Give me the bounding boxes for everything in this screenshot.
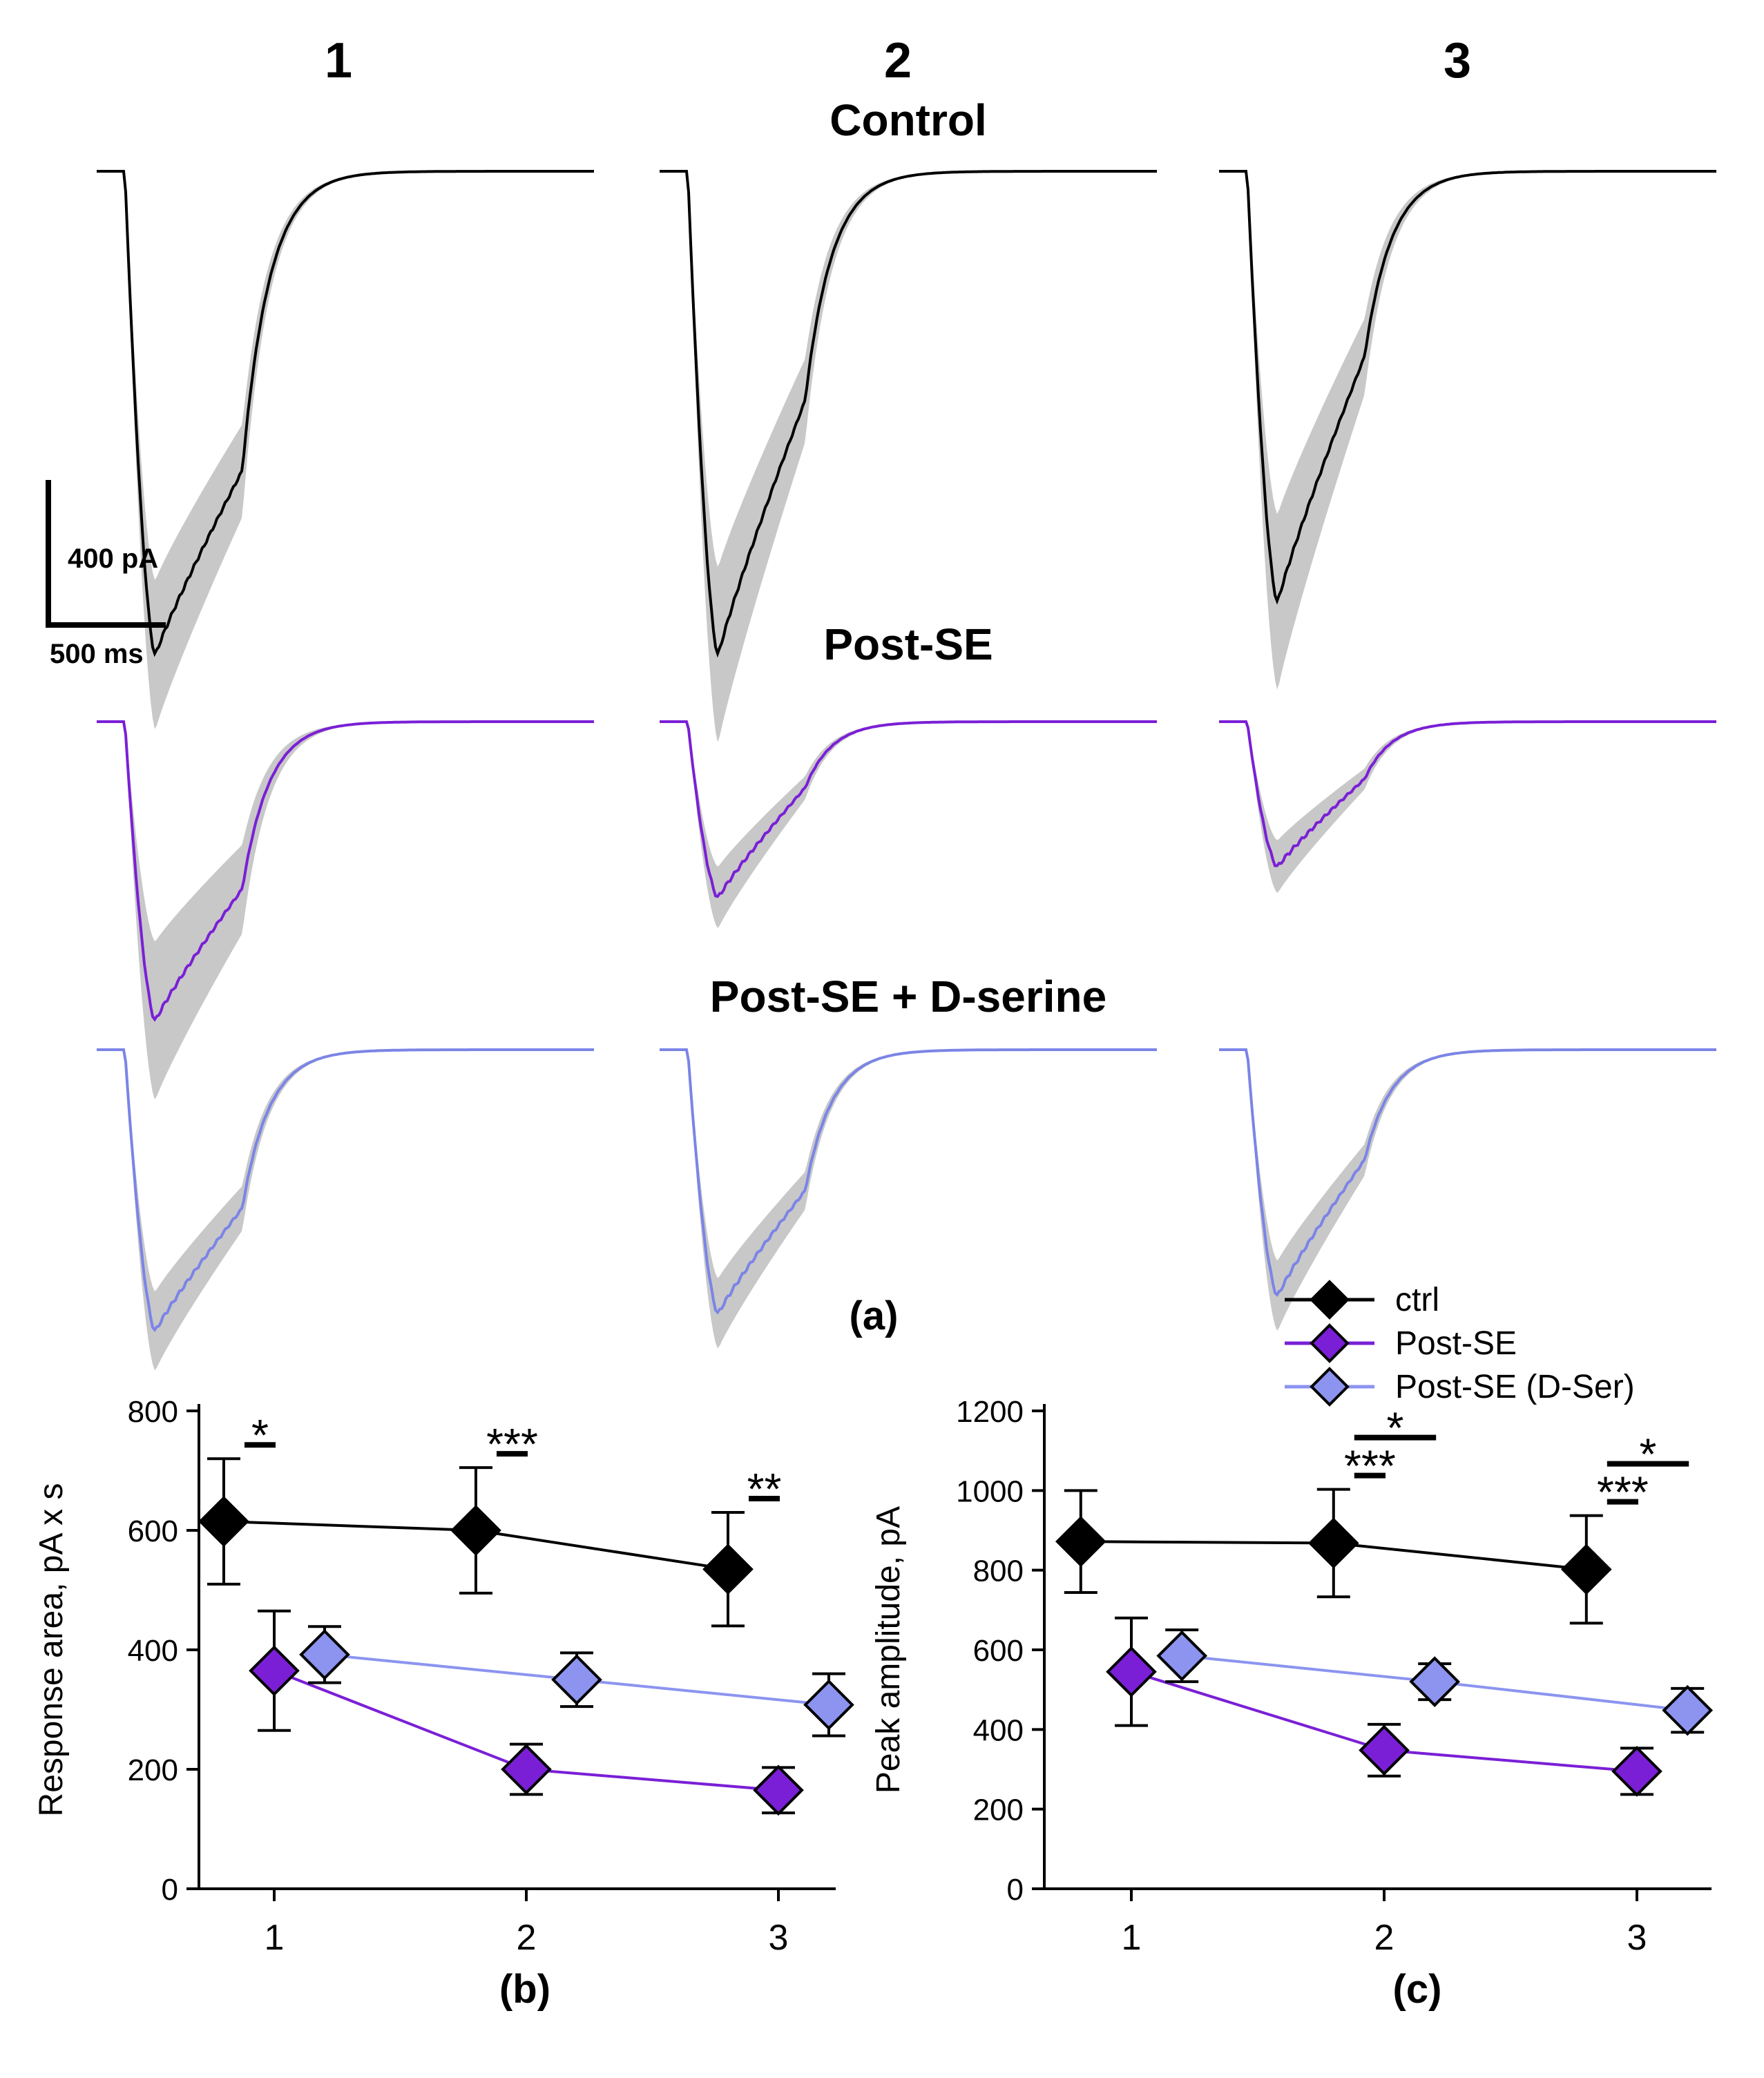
y-tick-label: 200 (973, 1793, 1024, 1827)
trace-mean-line-1-1 (97, 170, 594, 657)
panel-label: (b) (499, 1967, 550, 2012)
significance-label: * (251, 1410, 269, 1460)
panel-c-chart: 0 200 400 600 800 1000 1200 1 2 3 Peak amplitude, … (870, 1395, 1714, 2012)
legend-entry-3: Post-SE (D-Ser) (1285, 1367, 1635, 1407)
scale-bar-y-label: 400 pA (68, 543, 158, 574)
data-point (753, 1764, 804, 1816)
y-tick-label: 1200 (956, 1395, 1024, 1429)
data-point (501, 1744, 552, 1795)
trace-sd-band-1-3 (1219, 171, 1716, 690)
trace-mean-line-2-3 (1219, 720, 1716, 867)
trace-sd-band-3-3 (1219, 1050, 1716, 1331)
panel-a-label: (a) (850, 1293, 899, 1338)
significance-label: * (1640, 1430, 1657, 1479)
trace-mean-line-1-3 (1219, 170, 1716, 605)
y-tick-label: 800 (128, 1395, 178, 1429)
significance-label: ** (747, 1464, 782, 1514)
trace-sd-band-2-3 (1219, 722, 1716, 893)
y-axis-label: Peak amplitude, pA (870, 1506, 907, 1793)
scale-bar: 400 pA 500 ms (46, 480, 166, 669)
series-ctrl (1055, 1488, 1612, 1625)
legend-label: Post-SE (1395, 1325, 1517, 1362)
trace-row-2 (97, 720, 1716, 1099)
column-header-2: 2 (884, 33, 912, 88)
data-point (1307, 1517, 1359, 1569)
data-point (702, 1543, 754, 1595)
y-tick-label: 0 (1007, 1873, 1024, 1907)
x-tick-label: 1 (1122, 1918, 1142, 1958)
series-ctrl (198, 1457, 754, 1628)
series-post-se-d-ser- (1156, 1628, 1714, 1736)
legend-label: ctrl (1395, 1282, 1439, 1318)
data-point (1560, 1543, 1612, 1595)
data-point (299, 1629, 350, 1680)
data-point (450, 1505, 501, 1556)
trace-sd-band-1-1 (97, 171, 594, 729)
significance-label: * (1387, 1403, 1404, 1453)
series-post-se-d-ser- (299, 1625, 854, 1738)
data-point (1359, 1724, 1410, 1776)
data-point (1662, 1684, 1714, 1736)
trace-row-3 (97, 1048, 1716, 1371)
data-point (1055, 1516, 1106, 1567)
y-tick-label: 200 (128, 1753, 178, 1787)
x-tick-label: 3 (1627, 1918, 1647, 1958)
x-tick-label: 1 (265, 1918, 285, 1958)
y-axis-label: Response area, pA x s (33, 1483, 70, 1817)
trace-mean-line-1-2 (660, 170, 1157, 658)
legend-marker (1310, 1280, 1350, 1320)
legend-marker (1310, 1323, 1350, 1363)
data-point (1409, 1656, 1461, 1707)
column-header-3: 3 (1444, 33, 1471, 88)
data-point (1156, 1630, 1208, 1682)
y-tick-label: 1000 (956, 1474, 1024, 1508)
data-point (249, 1645, 300, 1697)
data-point (1611, 1746, 1662, 1797)
panel-a-traces: 1 2 3 Control Post-SE Post-SE + D-serine 400 p… (46, 33, 1716, 1371)
legend-label: Post-SE (D-Ser) (1395, 1369, 1635, 1405)
trace-mean-line-3-2 (660, 1048, 1157, 1315)
row-title-2: Post-SE (823, 619, 993, 669)
series-post-se (249, 1609, 804, 1816)
data-point (198, 1496, 249, 1547)
trace-mean-line-3-3 (1219, 1048, 1716, 1297)
series-post-se (1106, 1616, 1662, 1797)
trace-sd-band-3-2 (660, 1050, 1157, 1349)
row-title-3: Post-SE + D-serine (710, 972, 1106, 1021)
significance-label: *** (1344, 1441, 1396, 1491)
trace-mean-line-2-1 (97, 720, 594, 1022)
trace-mean-line-2-2 (660, 720, 1157, 898)
y-tick-label: 800 (973, 1555, 1024, 1588)
data-point (803, 1679, 854, 1731)
y-tick-label: 600 (973, 1634, 1024, 1668)
legend-entry-2: Post-SE (1285, 1323, 1517, 1363)
significance-label: *** (1597, 1468, 1649, 1517)
x-tick-label: 3 (769, 1918, 789, 1958)
row-title-1: Control (830, 95, 987, 145)
y-tick-label: 400 (973, 1713, 1024, 1747)
trace-mean-line-3-1 (97, 1048, 594, 1333)
legend: ctrl Post-SE Post-SE (D-Ser) (1285, 1280, 1635, 1407)
trace-sd-band-3-1 (97, 1050, 594, 1371)
data-point (551, 1654, 602, 1706)
legend-marker (1310, 1367, 1350, 1407)
trace-row-1 (97, 170, 1716, 742)
panel-b-chart: 0 200 400 600 800 1 2 3 Response area, pA x s (b)… (33, 1395, 854, 2012)
trace-sd-band-2-1 (97, 722, 594, 1099)
significance-label: *** (486, 1419, 538, 1469)
x-tick-label: 2 (517, 1918, 537, 1958)
legend-entry-1: ctrl (1285, 1280, 1439, 1320)
column-header-1: 1 (325, 33, 352, 88)
scale-bar-x-label: 500 ms (50, 639, 144, 669)
trace-sd-band-2-2 (660, 722, 1157, 928)
x-tick-label: 2 (1374, 1918, 1394, 1958)
y-tick-label: 0 (162, 1873, 178, 1907)
y-tick-label: 400 (128, 1634, 178, 1668)
y-tick-label: 600 (128, 1514, 178, 1548)
data-point (1106, 1646, 1157, 1697)
panel-label: (c) (1393, 1967, 1442, 2012)
